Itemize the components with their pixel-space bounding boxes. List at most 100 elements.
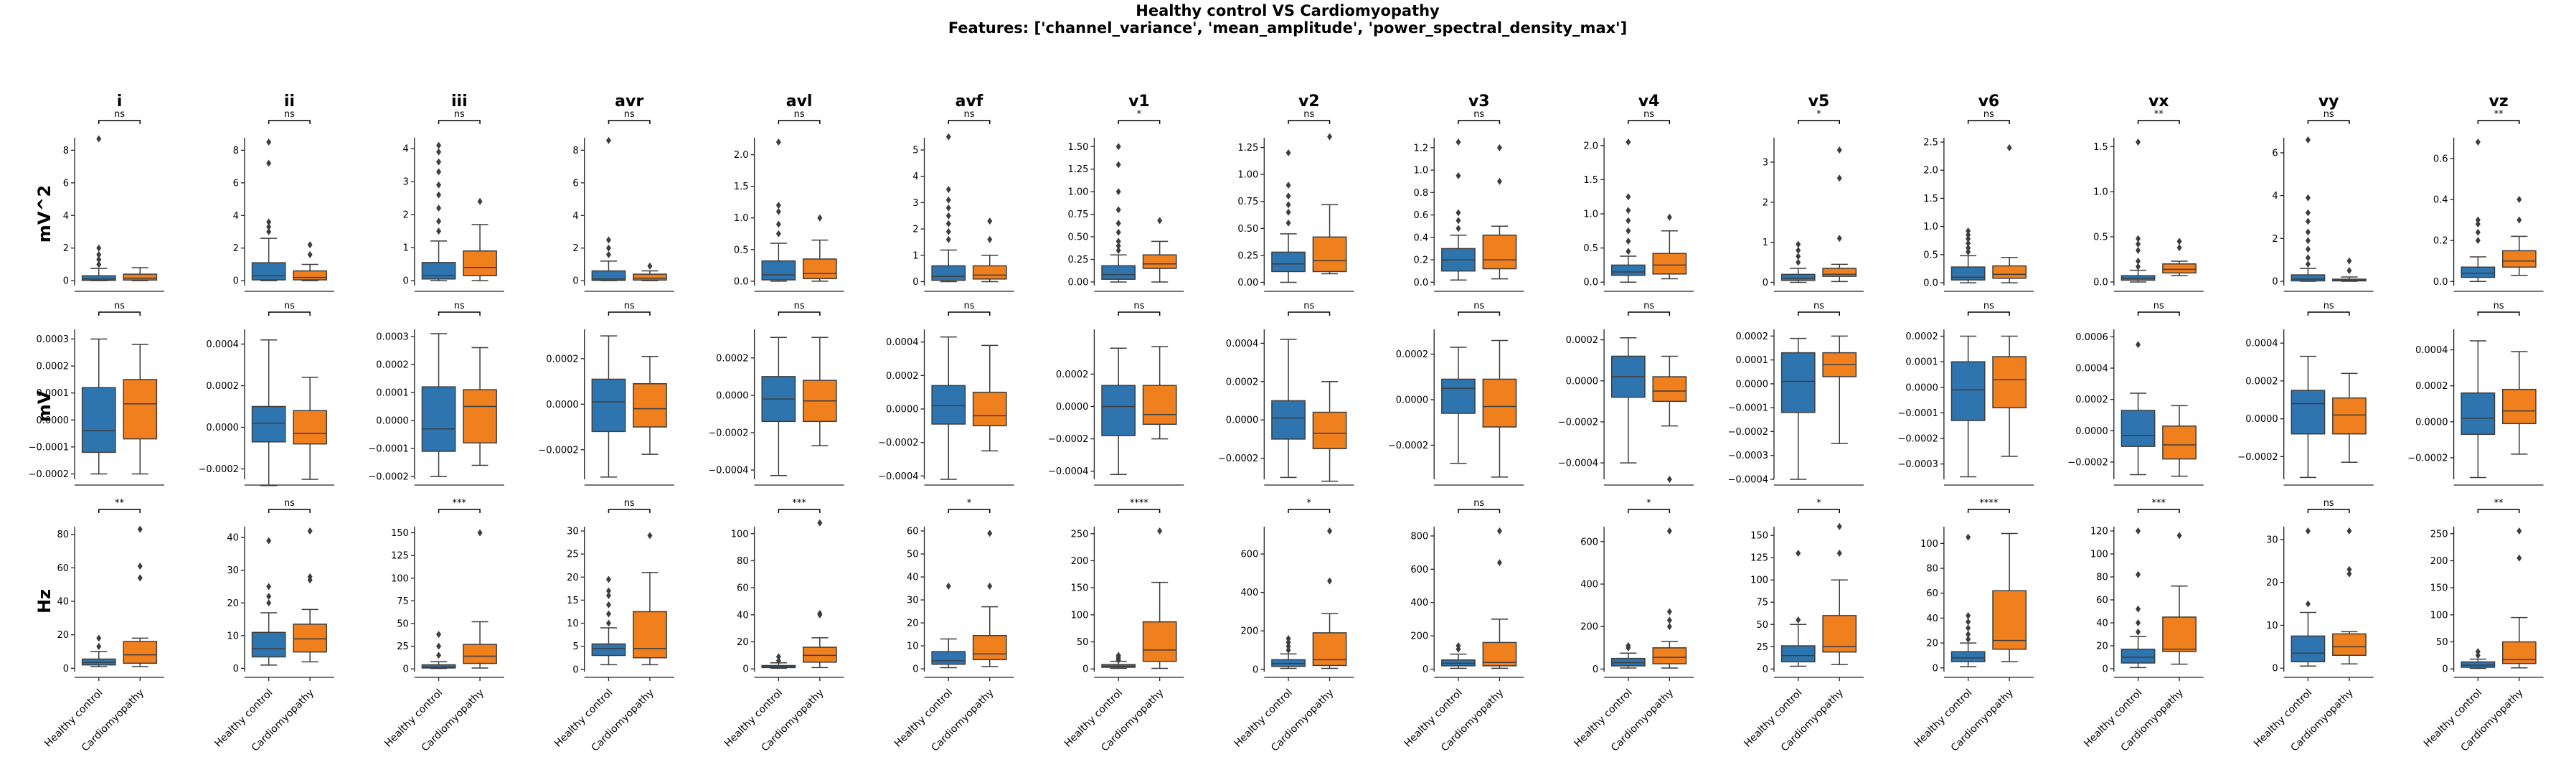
significance-bracket xyxy=(2307,120,2350,124)
figure-title-line2: Features: ['channel_variance', 'mean_amp… xyxy=(948,19,1627,37)
outlier-healthy-control xyxy=(1796,246,1801,254)
significance-label: ns xyxy=(1473,301,1484,311)
column-title-avl: avl xyxy=(786,93,813,111)
outlier-healthy-control xyxy=(96,255,102,263)
outlier-cardiomyopathy xyxy=(987,217,993,225)
y-tick-label: 0.0002 xyxy=(1226,377,1259,387)
outlier-healthy-control xyxy=(96,244,102,252)
y-tick-label: 0.0002 xyxy=(1905,332,1938,342)
y-tick-label: 0 xyxy=(2272,277,2278,288)
box-cardiomyopathy xyxy=(1652,253,1687,275)
y-tick-label: 5 xyxy=(572,641,578,652)
y-tick-label: 2 xyxy=(2272,234,2278,245)
y-tick-label: 80 xyxy=(2096,573,2108,583)
outlier-healthy-control xyxy=(266,218,272,226)
significance-bracket xyxy=(1967,509,2010,513)
box-healthy-control xyxy=(931,385,966,425)
box-cardiomyopathy xyxy=(1992,265,2027,279)
y-tick-label: 0.0002 xyxy=(716,353,749,364)
y-tick-label: 400 xyxy=(1580,580,1598,591)
outlier-cardiomyopathy xyxy=(2516,554,2522,562)
panel-vz-channel_variance: 0.0 0.2 0.4 0.6 ** xyxy=(2433,109,2544,292)
y-tick-label: 1.5 xyxy=(734,182,749,192)
y-tick-label: 0 xyxy=(912,277,918,288)
outlier-healthy-control xyxy=(2305,228,2311,236)
significance-label: ns xyxy=(114,301,125,311)
outlier-healthy-control xyxy=(1626,238,1631,245)
outlier-healthy-control xyxy=(2475,237,2481,245)
outlier-cardiomyopathy xyxy=(2176,238,2182,245)
y-tick-label: 100 xyxy=(1071,610,1089,621)
outlier-healthy-control xyxy=(605,236,611,244)
box-healthy-control xyxy=(1780,645,1816,663)
y-tick-label: 0.0000 xyxy=(2245,414,2278,425)
y-tick-label: 0.25 xyxy=(1237,250,1258,261)
y-tick-label: 200 xyxy=(1580,622,1598,633)
significance-bracket xyxy=(778,120,821,124)
y-tick-label: 60 xyxy=(2096,596,2108,606)
y-tick-label: 6 xyxy=(63,178,69,189)
y-tick-label: 60 xyxy=(1926,588,1938,599)
y-tick-label: 0 xyxy=(742,664,748,675)
outlier-healthy-control xyxy=(2305,254,2311,262)
outlier-healthy-control xyxy=(945,186,951,194)
y-tick-label: 0.0004 xyxy=(2415,345,2448,356)
y-tick-label: 0.0003 xyxy=(37,334,70,345)
outlier-healthy-control xyxy=(2305,209,2311,217)
y-tick-label: 0.0004 xyxy=(206,339,239,350)
significance-bracket xyxy=(1118,120,1161,124)
outlier-healthy-control xyxy=(2136,138,2141,146)
significance-bracket xyxy=(778,509,821,513)
box-cardiomyopathy xyxy=(2332,397,2367,435)
y-tick-label: 3 xyxy=(1763,157,1768,168)
box-healthy-control xyxy=(591,643,626,657)
y-tick-label: 0.0000 xyxy=(2415,417,2448,428)
significance-bracket xyxy=(1288,120,1331,124)
outlier-cardiomyopathy xyxy=(1157,217,1163,225)
y-tick-label: 0.0001 xyxy=(376,387,409,398)
outlier-cardiomyopathy xyxy=(1836,522,1842,530)
significance-bracket xyxy=(268,311,311,316)
outlier-healthy-control xyxy=(436,191,442,199)
box-healthy-control xyxy=(2461,661,2496,668)
y-tick-label: 0.0002 xyxy=(376,359,409,370)
y-tick-label: 1.5 xyxy=(2093,142,2108,153)
y-tick-label: 0.4 xyxy=(2433,195,2448,206)
outlier-healthy-control xyxy=(605,250,611,258)
y-tick-label: 60 xyxy=(737,583,749,594)
significance-bracket xyxy=(1798,509,1840,513)
significance-bracket xyxy=(1288,509,1331,513)
y-tick-label: 80 xyxy=(737,556,749,567)
y-tick-label: 0.75 xyxy=(1067,210,1088,220)
outlier-healthy-control xyxy=(2136,235,2141,243)
outlier-healthy-control xyxy=(945,133,951,141)
outlier-cardiomyopathy xyxy=(817,214,823,222)
panel-v2-channel_variance: 0.00 0.25 0.50 0.75 1.00 1.25 ns xyxy=(1237,109,1354,292)
y-tick-label: 4 xyxy=(403,144,409,155)
y-tick-label: 0 xyxy=(233,664,239,674)
outlier-healthy-control xyxy=(2475,138,2481,146)
outlier-healthy-control xyxy=(1285,192,1291,200)
outlier-healthy-control xyxy=(1285,182,1291,189)
outlier-healthy-control xyxy=(1796,258,1801,266)
y-tick-label: 600 xyxy=(1410,565,1428,575)
y-tick-label: 0 xyxy=(1933,663,1938,674)
outlier-healthy-control xyxy=(1456,217,1461,225)
panel-v6-channel_variance: 0.0 0.5 1.0 1.5 2.0 2.5 ns xyxy=(1923,109,2034,292)
outlier-healthy-control xyxy=(605,619,611,627)
significance-label: ns xyxy=(1643,301,1654,311)
y-tick-label: 0 xyxy=(63,276,69,287)
outlier-healthy-control xyxy=(1626,641,1631,649)
y-tick-label: 1.25 xyxy=(1067,164,1088,175)
outlier-cardiomyopathy xyxy=(2346,257,2352,265)
y-tick-label: 30 xyxy=(2266,535,2278,545)
y-tick-label: 0.0004 xyxy=(1226,339,1259,349)
y-tick-label: 20 xyxy=(2096,641,2108,652)
column-title-ii: ii xyxy=(284,93,295,111)
y-tick-label: 50 xyxy=(397,619,409,629)
significance-label: ns xyxy=(1983,301,1994,311)
y-tick-label: 125 xyxy=(1750,553,1768,564)
box-cardiomyopathy xyxy=(463,389,497,443)
outlier-cardiomyopathy xyxy=(2006,144,2012,151)
y-tick-label: 15 xyxy=(567,596,579,606)
